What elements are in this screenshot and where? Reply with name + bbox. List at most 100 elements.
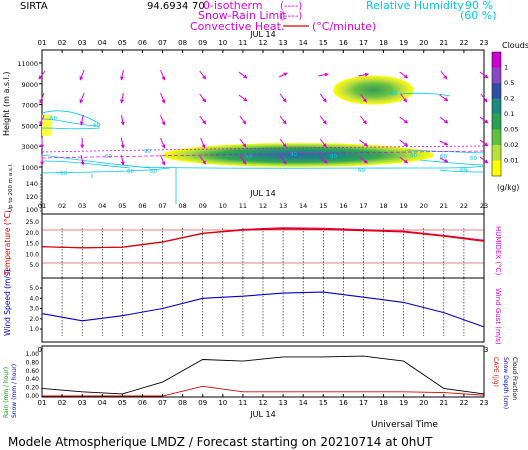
model-forecast-text: Modele Atmospherique LMDZ / Forecast sta… bbox=[8, 435, 433, 449]
legend-convective-unit: (°C/minute) bbox=[312, 20, 376, 33]
legend-convective: Convective Heat. bbox=[190, 20, 284, 33]
precip-series-line bbox=[41, 355, 485, 395]
hour-tick-label-mid: 16 bbox=[339, 202, 347, 210]
hour-tick-label-bottom: 09 bbox=[198, 399, 207, 407]
cloud-layer-upper bbox=[333, 75, 414, 105]
hour-tick-label-mid: 03 bbox=[78, 202, 86, 210]
hour-tick-label-bottom: 21 bbox=[439, 399, 448, 407]
wind-arrow bbox=[80, 154, 85, 166]
legend-snow-rain: Snow-Rain Limit bbox=[198, 9, 287, 22]
colorbar-swatch bbox=[492, 160, 501, 177]
precip-tick-label: 0.40 bbox=[26, 376, 40, 383]
low-height-label: 120 bbox=[26, 193, 38, 201]
legend-rh-60: (60 %) bbox=[460, 9, 497, 22]
hour-tick-label-bottom: 11 bbox=[238, 399, 247, 407]
wind-arrow bbox=[319, 115, 327, 125]
hour-tick-label-top: 12 bbox=[259, 39, 268, 47]
hour-tick-label-top: 21 bbox=[439, 39, 448, 47]
wind-arrow bbox=[199, 115, 207, 125]
wind-arrow bbox=[239, 115, 247, 125]
colorbar-swatch bbox=[492, 67, 501, 84]
hour-tick-label-bottom: 20 bbox=[419, 399, 428, 407]
hour-tick-label-mid: 21 bbox=[440, 202, 448, 210]
wind-arrow bbox=[318, 72, 329, 77]
wind-tick-label: 3.0 bbox=[29, 306, 39, 313]
precip-tick-label: 0.00 bbox=[26, 393, 40, 400]
colorbar-label: 1 bbox=[504, 64, 508, 72]
hour-tick-label-bottom: 08 bbox=[178, 399, 187, 407]
colorbar-label: 0.05 bbox=[504, 126, 518, 134]
hour-tick-label-mid: 19 bbox=[399, 202, 407, 210]
precip-tick-label: 0.20 bbox=[26, 385, 40, 392]
hour-tick-label-mid: 05 bbox=[118, 202, 126, 210]
station-name: SIRTA bbox=[20, 1, 48, 12]
temperature-tick-label: 10.0 bbox=[26, 251, 40, 258]
hour-tick-label-mid: 18 bbox=[379, 202, 387, 210]
temperature-tick-label: 20.0 bbox=[26, 230, 40, 237]
wind-arrow bbox=[318, 156, 328, 164]
cloud-layer-lower bbox=[162, 143, 434, 167]
hour-tick-label-top: 05 bbox=[118, 39, 127, 47]
wind-arrow bbox=[279, 155, 287, 165]
hour-tick-label-top: 16 bbox=[339, 39, 348, 47]
wind-arrow bbox=[160, 137, 166, 149]
rh-contour bbox=[41, 110, 101, 125]
hour-tick-label-top: 06 bbox=[138, 39, 147, 47]
colorbar-swatch bbox=[492, 52, 501, 68]
hour-tick-label-mid: 13 bbox=[279, 202, 287, 210]
wind-speed-axis-label: Wind Speed (m/s) bbox=[3, 269, 12, 336]
snow-rain-limit-line bbox=[41, 150, 485, 159]
cloud-layer-left bbox=[42, 115, 53, 136]
hour-tick-label-top: 11 bbox=[238, 39, 247, 47]
snow-axis-label: Snow (mm / hour) bbox=[11, 364, 18, 418]
rain-axis-label: Rain (mm / hour) bbox=[3, 367, 10, 418]
wind-arrow bbox=[440, 70, 448, 80]
rh-contour bbox=[139, 165, 485, 169]
wind-arrow bbox=[160, 92, 166, 104]
hour-tick-label-mid: 01 bbox=[38, 202, 46, 210]
colorbar-unit: (g/kg) bbox=[497, 183, 519, 192]
humidex-axis-label: HUMIDEX (°C) bbox=[494, 226, 502, 275]
colorbar-label: 0.02 bbox=[504, 141, 518, 149]
hour-tick-label-bottom: 23 bbox=[480, 399, 489, 407]
wind-arrow bbox=[239, 155, 247, 165]
cloud-fraction-axis-label: Cloud Fraction bbox=[511, 357, 518, 400]
wind-arrow bbox=[160, 69, 166, 81]
height-tick-label: 9000 bbox=[21, 81, 38, 89]
wind-arrow bbox=[199, 155, 207, 165]
wind-arrow bbox=[319, 138, 327, 148]
hour-tick-label-mid: 06 bbox=[138, 202, 146, 210]
hour-tick-label-mid: 12 bbox=[259, 202, 267, 210]
hour-tick-label-top: 02 bbox=[58, 39, 67, 47]
wind-panel-frame bbox=[41, 277, 485, 343]
wind-gust-axis-label: Wind Gust (m/s) bbox=[494, 288, 502, 345]
chart-dynamic-layer: 1100090007000500030001000140120100Height… bbox=[2, 30, 528, 419]
height-tick-label: 1000 bbox=[21, 164, 38, 172]
wind-arrow bbox=[439, 94, 449, 102]
wind-arrow bbox=[79, 69, 85, 81]
colorbar-label: 0.5 bbox=[504, 79, 514, 87]
wind-arrow bbox=[479, 156, 489, 164]
wind-arrow bbox=[360, 115, 367, 125]
hour-tick-label-bottom: 13 bbox=[279, 399, 288, 407]
hour-tick-label-bottom: 12 bbox=[259, 399, 268, 407]
wind-arrow bbox=[359, 139, 368, 147]
wind-arrow bbox=[120, 114, 125, 126]
hour-tick-label-top: 08 bbox=[178, 39, 187, 47]
hour-tick-label-mid: 20 bbox=[420, 202, 428, 210]
rh-contour-label: 60 bbox=[93, 123, 100, 129]
hour-tick-label-bottom: 06 bbox=[138, 399, 147, 407]
hour-tick-label-top: 20 bbox=[419, 39, 428, 47]
hour-tick-label-top: 04 bbox=[98, 39, 107, 47]
legend-zero-isotherm-sample: (----) bbox=[280, 1, 302, 12]
rh-contour-label: 60 bbox=[127, 169, 134, 175]
hour-tick-label-mid: 15 bbox=[319, 202, 327, 210]
legend-snow-rain-sample: (----) bbox=[280, 11, 302, 22]
wind-arrow bbox=[278, 72, 288, 78]
precip-panel-frame bbox=[41, 345, 485, 398]
height-tick-label: 11000 bbox=[17, 60, 38, 68]
wind-tick-label: 5.0 bbox=[29, 285, 39, 292]
rh-contour-label: 60 bbox=[150, 169, 157, 175]
wind-arrow bbox=[120, 92, 124, 104]
